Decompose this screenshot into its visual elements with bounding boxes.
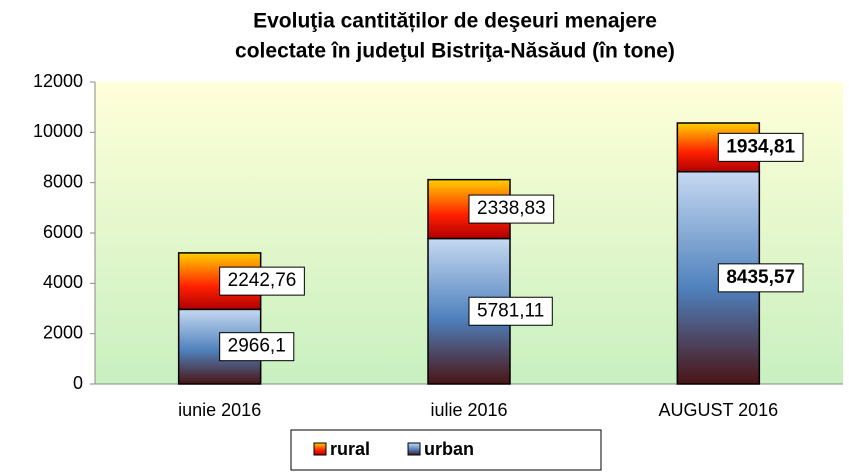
data-label: 2242,76: [228, 270, 297, 291]
legend-label: rural: [330, 439, 370, 459]
y-tick-label: 8000: [43, 171, 83, 191]
chart-title: Evoluţia cantităților de deşeuri menajer…: [253, 10, 657, 33]
legend-label: urban: [424, 439, 474, 459]
y-tick-label: 6000: [43, 222, 83, 242]
data-label-box: [219, 332, 295, 362]
x-tick-label: AUGUST 2016: [658, 400, 778, 420]
chart-title: colectate în judeţul Bistriţa-Năsăud (în…: [235, 40, 675, 63]
x-tick-label: iunie 2016: [178, 400, 261, 420]
y-tick-label: 0: [73, 373, 83, 393]
data-label-box: [717, 132, 804, 162]
y-tick-label: 12000: [33, 71, 83, 91]
data-label: 2966,1: [228, 336, 286, 357]
data-label: 1934,81: [726, 136, 795, 157]
data-label: 5781,11: [477, 300, 544, 321]
legend-swatch: [407, 442, 421, 456]
data-label-box: [468, 296, 553, 326]
y-tick-label: 2000: [43, 322, 83, 342]
legend: [290, 429, 602, 471]
y-tick-label: 10000: [33, 121, 83, 141]
data-label-box: [468, 194, 555, 224]
data-label: 2338,83: [477, 198, 546, 219]
x-tick-label: iulie 2016: [430, 400, 507, 420]
legend-swatch: [313, 442, 327, 456]
data-label: 8435,57: [726, 267, 795, 288]
data-label-box: [219, 266, 305, 296]
y-tick-label: 4000: [43, 272, 83, 292]
data-label-box: [717, 263, 804, 293]
